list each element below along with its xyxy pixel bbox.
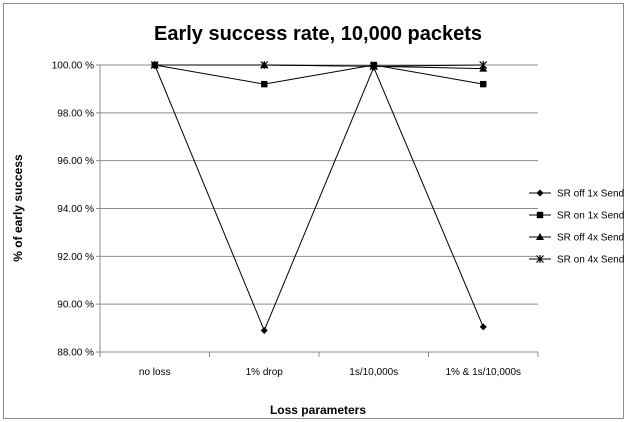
legend-marker — [536, 233, 544, 240]
series-3 — [150, 61, 488, 72]
x-axis-title: Loss parameters — [270, 403, 366, 417]
x-tick-labels: no loss 1% drop 1s/10,000s 1% & 1s/10,000s — [139, 367, 521, 378]
legend-label: SR off 1x Send — [557, 189, 624, 200]
data-point — [479, 61, 488, 69]
y-tick-labels: 88.00 % 90.00 % 92.00 % 94.00 % 96.00 % 98.00… — [52, 61, 94, 359]
data-point — [260, 326, 268, 334]
y-tick-label: 90.00 % — [57, 300, 94, 311]
legend-item: SR off 1x Send — [529, 189, 624, 200]
y-tick-label: 92.00 % — [57, 252, 94, 263]
series-line — [154, 64, 484, 332]
data-point — [369, 62, 378, 71]
data-point — [480, 80, 487, 88]
y-tick-label: 98.00 % — [57, 108, 94, 119]
legend-item: SR on 1x Send — [529, 211, 624, 222]
legend: SR off 1x Send SR on 1x Send SR off 4x Sen… — [529, 189, 624, 266]
y-tick-label: 96.00 % — [57, 156, 94, 167]
x-tick-label: 1s/10,000s — [349, 367, 398, 378]
series-1 — [151, 61, 487, 334]
series-line — [154, 64, 484, 85]
data-point — [260, 61, 269, 69]
data-point — [479, 323, 487, 331]
legend-label: SR off 4x Send — [557, 233, 624, 244]
x-tick-label: no loss — [139, 367, 171, 378]
gridlines — [100, 64, 538, 353]
series-4 — [150, 61, 488, 71]
y-tick-label: 94.00 % — [57, 204, 94, 215]
data-point — [261, 80, 268, 88]
series-line — [154, 64, 484, 67]
legend-item: SR on 4x Send — [529, 255, 624, 266]
legend-label: SR on 1x Send — [557, 211, 624, 222]
y-tick-label: 100.00 % — [52, 61, 94, 72]
y-tick-label: 88.00 % — [57, 348, 94, 359]
x-tick-label: 1% drop — [246, 367, 284, 378]
legend-label: SR on 4x Send — [557, 255, 624, 266]
y-axis-title: % of early success — [11, 154, 25, 262]
axes — [96, 64, 539, 357]
legend-marker — [536, 189, 544, 197]
x-tick-label: 1% & 1s/10,000s — [445, 367, 521, 378]
chart-title: Early success rate, 10,000 packets — [154, 23, 482, 45]
data-point — [150, 61, 159, 69]
legend-marker — [536, 255, 544, 263]
series-group — [150, 61, 488, 334]
legend-marker — [536, 211, 544, 219]
legend-item: SR off 4x Send — [529, 233, 624, 244]
